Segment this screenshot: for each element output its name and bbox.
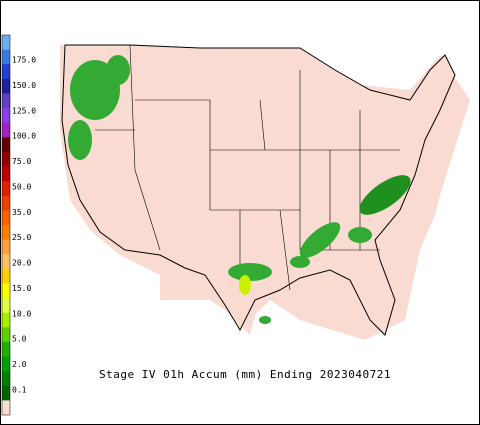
legend-border	[1, 34, 11, 416]
legend-swatch	[2, 268, 10, 284]
legend-swatch	[2, 49, 10, 65]
state-lines	[95, 44, 400, 291]
legend-label: 75.0	[12, 157, 31, 166]
legend-swatch	[2, 210, 10, 226]
legend-swatch	[2, 298, 10, 313]
legend-label: 15.0	[12, 284, 31, 293]
legend-swatch	[2, 93, 10, 109]
legend-swatch	[2, 312, 10, 328]
legend-label: 150.0	[12, 81, 36, 90]
legend: 175.0 150.0 125.0 100.0 75.0 50.0 35.0 25.0 20.0…	[1, 34, 36, 416]
legend-label: 175.0	[12, 56, 36, 65]
legend-swatch	[2, 35, 10, 50]
legend-swatch	[2, 283, 10, 299]
legend-label: 0.1	[12, 386, 27, 395]
legend-swatch	[2, 239, 10, 255]
legend-swatch	[2, 225, 10, 240]
us-outline	[61, 44, 456, 336]
legend-swatch	[2, 78, 10, 94]
legend-swatch	[2, 400, 10, 416]
legend-swatch	[2, 64, 10, 80]
legend-label: 125.0	[12, 106, 36, 115]
legend-swatch	[2, 385, 10, 401]
legend-label: 20.0	[12, 259, 31, 268]
legend-swatch	[2, 327, 10, 343]
legend-swatch	[2, 137, 10, 153]
legend-swatch	[2, 166, 10, 182]
legend-swatch	[2, 371, 10, 387]
legend-label: 50.0	[12, 182, 31, 191]
legend-swatch	[2, 341, 10, 357]
legend-swatch	[2, 195, 10, 211]
legend-label: 5.0	[12, 335, 27, 344]
legend-label: 10.0	[12, 309, 31, 318]
legend-swatch	[2, 356, 10, 372]
legend-swatch	[2, 254, 10, 270]
legend-swatch	[2, 151, 10, 167]
legend-swatch	[2, 108, 10, 123]
legend-swatch	[2, 122, 10, 138]
precip-areas	[68, 55, 411, 324]
legend-label: 35.0	[12, 208, 31, 217]
legend-label: 2.0	[12, 360, 27, 369]
legend-label: 25.0	[12, 233, 31, 242]
legend-label: 100.0	[12, 132, 36, 141]
legend-swatch	[2, 181, 10, 197]
map-title: Stage IV 01h Accum (mm) Ending 202304072…	[99, 368, 391, 381]
